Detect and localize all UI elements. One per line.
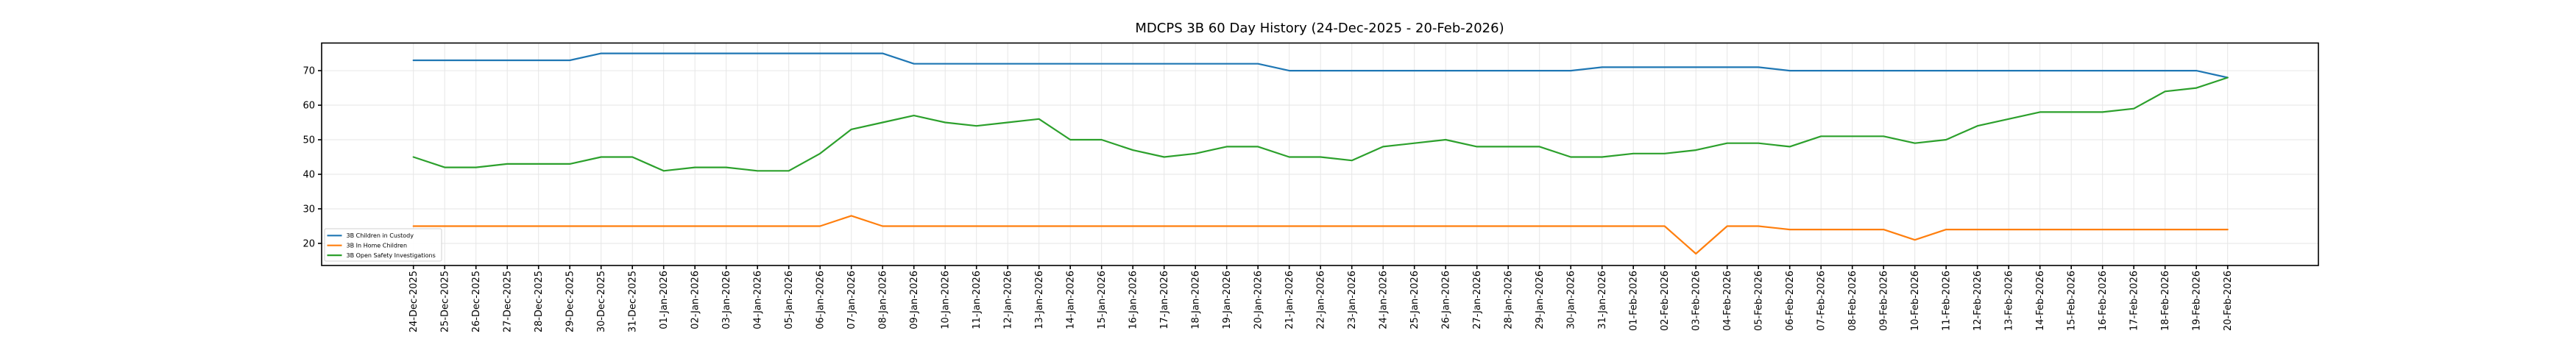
grid-layer xyxy=(322,43,2318,265)
x-tick-label: 30-Dec-2025 xyxy=(596,271,607,332)
series-line xyxy=(412,215,2229,255)
y-tick-label: 20 xyxy=(302,238,315,249)
x-tick-label: 07-Feb-2026 xyxy=(1816,271,1827,331)
x-tick-label: 24-Jan-2026 xyxy=(1379,271,1390,329)
legend-label: 3B Children in Custody xyxy=(347,232,414,239)
x-tick-label: 02-Jan-2026 xyxy=(690,271,701,329)
series-layer xyxy=(412,52,2229,255)
y-tick-label: 50 xyxy=(302,135,315,146)
x-tick-label: 06-Jan-2026 xyxy=(815,271,827,329)
x-tick-label: 25-Jan-2026 xyxy=(1409,271,1420,329)
x-tick-label: 05-Jan-2026 xyxy=(784,271,795,329)
x-tick-label: 04-Feb-2026 xyxy=(1722,271,1733,331)
x-tick-label: 13-Jan-2026 xyxy=(1034,271,1045,329)
x-tick-label: 12-Jan-2026 xyxy=(1003,271,1014,329)
x-tick-label: 16-Feb-2026 xyxy=(2098,271,2109,331)
x-tick-label: 30-Jan-2026 xyxy=(1566,271,1577,329)
x-tick-label: 02-Feb-2026 xyxy=(1660,271,1671,331)
x-tick-label: 31-Jan-2026 xyxy=(1597,271,1608,329)
x-tick-label: 29-Jan-2026 xyxy=(1535,271,1546,329)
x-tick-label: 09-Jan-2026 xyxy=(909,271,920,329)
x-tick-label: 29-Dec-2025 xyxy=(565,271,576,332)
x-tick-label: 03-Feb-2026 xyxy=(1691,271,1702,331)
x-tick-label: 20-Jan-2026 xyxy=(1253,271,1264,329)
x-tick-label: 13-Feb-2026 xyxy=(2004,271,2015,331)
x-tick-label: 05-Feb-2026 xyxy=(1754,271,1765,331)
x-tick-label: 19-Feb-2026 xyxy=(2192,271,2203,331)
x-tick-label: 28-Dec-2025 xyxy=(534,271,545,332)
x-tick-label: 25-Dec-2025 xyxy=(440,271,451,332)
y-tick-label: 60 xyxy=(302,101,315,112)
x-tick-label: 01-Jan-2026 xyxy=(659,271,670,329)
x-tick-label: 15-Feb-2026 xyxy=(2067,271,2078,331)
x-tick-label: 27-Jan-2026 xyxy=(1472,271,1483,329)
x-tick-label: 19-Jan-2026 xyxy=(1222,271,1233,329)
x-tick-label: 06-Feb-2026 xyxy=(1785,271,1796,331)
x-tick-label: 26-Dec-2025 xyxy=(471,271,482,332)
x-tick-label: 11-Jan-2026 xyxy=(972,271,983,329)
x-tick-label: 08-Feb-2026 xyxy=(1847,271,1858,331)
x-tick-label: 16-Jan-2026 xyxy=(1128,271,1139,329)
x-tick-label: 03-Jan-2026 xyxy=(721,271,732,329)
x-tick-label: 14-Feb-2026 xyxy=(2035,271,2046,331)
x-tick-label: 12-Feb-2026 xyxy=(1972,271,1984,331)
x-tick-label: 18-Feb-2026 xyxy=(2160,271,2171,331)
x-tick-label: 07-Jan-2026 xyxy=(846,271,857,329)
x-tick-label: 18-Jan-2026 xyxy=(1191,271,1202,329)
x-tick-label: 22-Jan-2026 xyxy=(1316,271,1327,329)
x-tick-label: 24-Dec-2025 xyxy=(408,271,420,332)
x-tick-label: 17-Feb-2026 xyxy=(2129,271,2140,331)
legend: 3B Children in Custody 3B In Home Childre… xyxy=(324,228,442,262)
axis-layer: 24-Dec-2025 25-Dec-2025 26-Dec-2025 27-Dec-… xyxy=(302,42,2319,332)
x-tick-label: 01-Feb-2026 xyxy=(1629,271,1640,331)
x-tick-label: 08-Jan-2026 xyxy=(878,271,889,329)
plot-spines xyxy=(321,42,2319,266)
legend-box xyxy=(324,228,442,262)
y-tick-label: 40 xyxy=(302,169,315,180)
y-tick-label: 70 xyxy=(302,66,315,77)
x-tick-label: 17-Jan-2026 xyxy=(1159,271,1170,329)
x-tick-label: 09-Feb-2026 xyxy=(1879,271,1890,331)
x-tick-label: 04-Jan-2026 xyxy=(753,271,764,329)
x-tick-label: 31-Dec-2025 xyxy=(628,271,639,332)
x-tick-label: 27-Dec-2025 xyxy=(503,271,514,332)
x-tick-label: 23-Jan-2026 xyxy=(1347,271,1358,329)
chart-title: MDCPS 3B 60 Day History (24-Dec-2025 - 2… xyxy=(1135,21,1504,36)
series-line xyxy=(412,76,2229,172)
y-tick-label: 30 xyxy=(302,204,315,215)
legend-label: 3B Open Safety Investigations xyxy=(347,252,436,259)
x-tick-label: 21-Jan-2026 xyxy=(1284,271,1295,329)
x-tick-label: 28-Jan-2026 xyxy=(1504,271,1515,329)
x-tick-label: 10-Feb-2026 xyxy=(1910,271,1921,331)
x-tick-label: 20-Feb-2026 xyxy=(2223,271,2234,331)
x-tick-label: 26-Jan-2026 xyxy=(1441,271,1452,329)
series-line xyxy=(412,52,2229,79)
x-tick-label: 11-Feb-2026 xyxy=(1942,271,1953,331)
x-tick-label: 15-Jan-2026 xyxy=(1097,271,1108,329)
x-tick-label: 14-Jan-2026 xyxy=(1066,271,1077,329)
legend-label: 3B In Home Children xyxy=(347,243,408,249)
x-tick-label: 10-Jan-2026 xyxy=(941,271,952,329)
